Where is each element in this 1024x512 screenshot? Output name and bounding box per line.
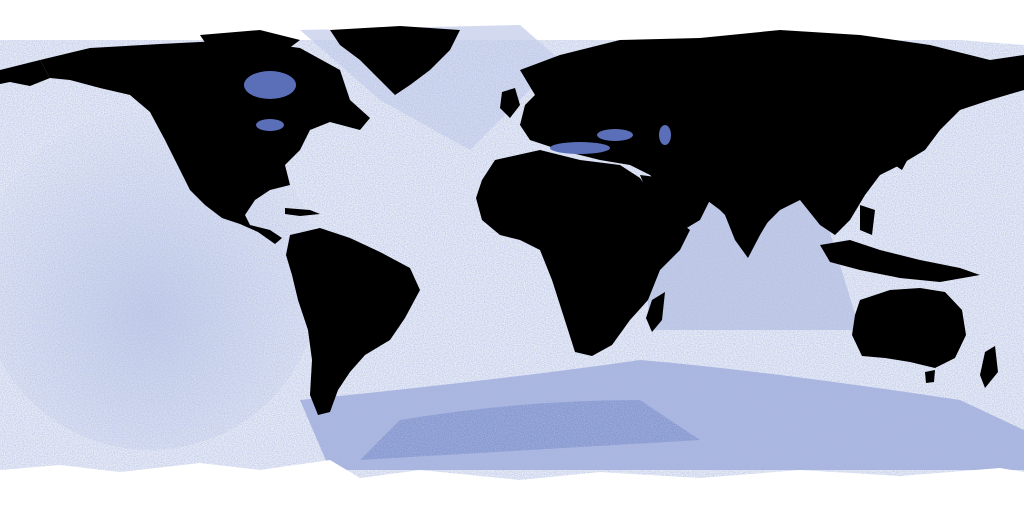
philippines: [860, 205, 875, 235]
black-sea: [597, 129, 633, 141]
caribbean: [285, 208, 320, 216]
arctic-blank: [0, 0, 1024, 45]
hudson-bay: [244, 71, 296, 99]
indonesia: [820, 240, 980, 282]
japan: [890, 118, 918, 170]
inland-water-layer: [244, 71, 671, 154]
india: [720, 195, 775, 258]
south-america: [286, 228, 420, 415]
greenland: [330, 26, 460, 95]
arabia: [640, 175, 710, 232]
eurasia: [520, 30, 1024, 240]
antarctica-blank: [0, 460, 1024, 512]
australia: [852, 288, 966, 368]
mediterranean-sea: [550, 142, 610, 154]
madagascar: [646, 292, 665, 332]
british-isles: [500, 88, 520, 118]
tasmania: [925, 370, 935, 383]
alaska: [0, 60, 50, 86]
africa: [476, 150, 690, 356]
caspian-sea: [659, 125, 671, 145]
great-lakes: [256, 119, 284, 131]
new-zealand: [980, 346, 998, 388]
scandinavia: [540, 55, 600, 100]
canadian-arctic-islands: [200, 30, 300, 55]
